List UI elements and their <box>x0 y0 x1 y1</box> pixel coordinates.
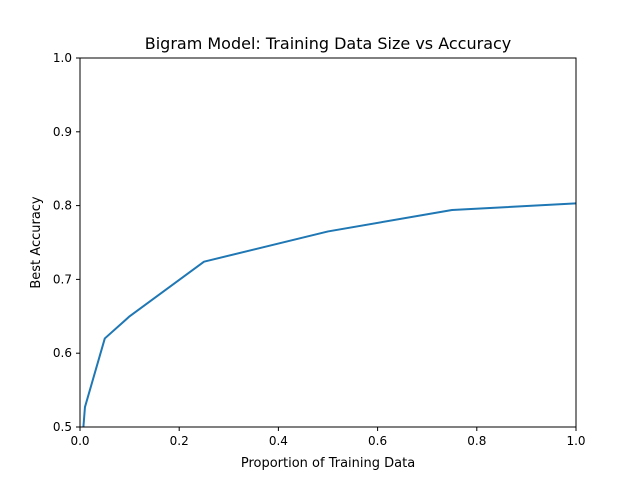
y-tick-label: 1.0 <box>53 51 72 65</box>
x-tick-label: 0.6 <box>368 434 387 448</box>
plot-frame <box>79 57 577 428</box>
x-axis-label: Proportion of Training Data <box>241 456 415 471</box>
y-tick-label: 0.9 <box>53 125 72 139</box>
y-tick-label: 0.5 <box>53 420 72 434</box>
x-tick-label: 0.2 <box>170 434 189 448</box>
y-axis-label: Best Accuracy <box>29 196 44 289</box>
series-line <box>82 202 576 427</box>
y-axis: 0.5 0.6 0.7 0.8 0.9 1.0 <box>53 51 80 434</box>
plot-area <box>82 202 576 427</box>
x-tick-label: 0.4 <box>269 434 288 448</box>
x-tick-label: 0.0 <box>70 434 89 448</box>
x-tick-label: 0.8 <box>467 434 486 448</box>
y-tick-label: 0.7 <box>53 272 72 286</box>
x-axis: 0.0 0.2 0.4 0.6 0.8 1.0 <box>70 427 586 448</box>
y-tick-label: 0.8 <box>53 199 72 213</box>
chart-title: Bigram Model: Training Data Size vs Accu… <box>145 34 512 53</box>
y-tick-label: 0.6 <box>53 346 72 360</box>
x-tick-label: 1.0 <box>566 434 585 448</box>
